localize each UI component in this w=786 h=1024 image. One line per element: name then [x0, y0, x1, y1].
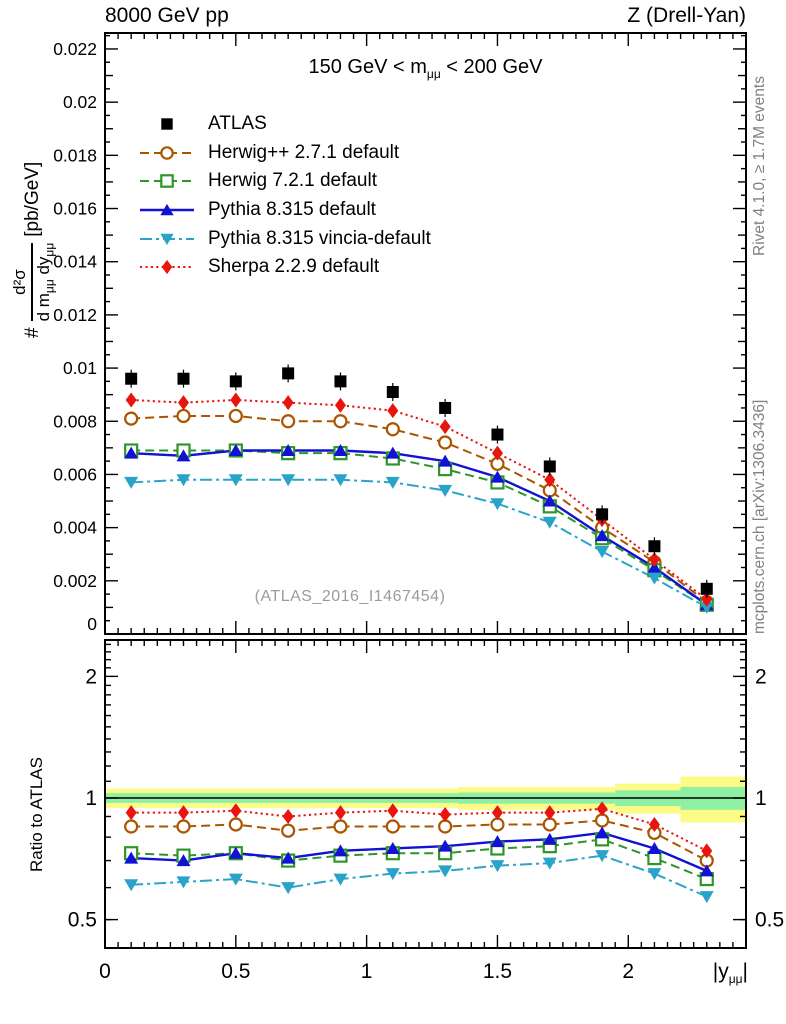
x-axis-title: |yμμ| [712, 960, 748, 987]
legend-item-sherpa-2-2-9-default: Sherpa 2.2.9 default [138, 253, 431, 282]
ratio-ytick-label-left: 0.5 [68, 909, 97, 932]
series-curve-herwig-7-2-1-default-main [131, 449, 708, 606]
main-ytick-label: 0.01 [63, 358, 97, 378]
axis-ticks [105, 33, 746, 948]
series-markers-herwig-7-2-1-default-ratio [124, 832, 714, 887]
series-markers-pythia-8-315-default-main [124, 444, 714, 611]
axis-tick-labels: 0 0.002 0.004 0.006 0.008 0.01 0.012 0.014 0.016… [53, 39, 784, 983]
main-ytick-label: 0.012 [53, 305, 97, 325]
legend-label: Herwig 7.2.1 default [208, 170, 377, 192]
ratio-uncertainty-bands [105, 776, 746, 823]
legend-label: Pythia 8.315 vincia-default [208, 227, 431, 249]
main-ytick-label: 0 [87, 614, 97, 634]
xtick-label: 1 [361, 960, 373, 983]
series-markers-pythia-8-315-vincia-default-main [124, 474, 714, 614]
main-ytick-label: 0.02 [63, 92, 97, 112]
legend-label: Pythia 8.315 default [208, 199, 376, 221]
series-markers-atlas-main [125, 364, 713, 598]
series-markers-sherpa-2-2-9-default-ratio [125, 801, 713, 859]
series-curve-herwig-7-2-1-default-ratio [131, 838, 708, 880]
main-ytick-label: 0.006 [53, 464, 97, 484]
series-markers-pythia-8-315-vincia-default-ratio [124, 850, 714, 904]
beam-energy-title: 8000 GeV pp [105, 4, 229, 27]
series-curve-sherpa-2-2-9-default-ratio [131, 807, 708, 852]
ylabel-prefix: # [22, 327, 44, 338]
legend-item-pythia-8-315-vincia-default: Pythia 8.315 vincia-default [138, 224, 431, 253]
series-markers-herwig-2-7-1-default-main [124, 408, 714, 610]
xtick-label: 1.5 [483, 960, 512, 983]
process-title: Z (Drell-Yan) [627, 4, 746, 27]
series-curve-sherpa-2-2-9-default-main [131, 398, 708, 601]
rivet-version-note: Rivet 4.1.0, ≥ 1.7M events [751, 76, 768, 256]
xtick-label: 0.5 [221, 960, 250, 983]
legend-marker-pythia-8-315-default-icon [140, 203, 194, 216]
main-ytick-label: 0.014 [53, 252, 97, 272]
main-ytick-label: 0.016 [53, 199, 97, 219]
legend-label: Sherpa 2.2.9 default [208, 256, 380, 278]
y-axis-title: # d²σ d mμμ dyμμ [pb/GeV] [10, 162, 57, 338]
legend-item-pythia-8-315-default: Pythia 8.315 default [138, 196, 431, 225]
ratio-ytick-label-right: 1 [755, 787, 767, 810]
series-curve-herwig-2-7-1-default-main [131, 414, 708, 603]
legend-marker-atlas-icon [161, 118, 173, 130]
legend-marker-herwig-2-7-1-default-icon [140, 146, 194, 160]
mass-range-subtitle: 150 GeV < mμμ < 200 GeV [308, 56, 543, 81]
ratio-ytick-label-left: 2 [85, 665, 97, 688]
legend-item-herwig-7-2-1-default: Herwig 7.2.1 default [138, 167, 431, 196]
ylabel-fraction: d²σ d mμμ dyμμ [10, 242, 56, 322]
ratio-ytick-label-right: 0.5 [755, 909, 784, 932]
main-ytick-label: 0.002 [53, 571, 97, 591]
series-curve-pythia-8-315-default-main [131, 449, 708, 606]
ratio-ytick-label-left: 1 [85, 787, 97, 810]
ratio-ytick-label-right: 2 [755, 665, 767, 688]
series-markers-herwig-7-2-1-default-main [124, 443, 714, 612]
legend-label: ATLAS [208, 113, 267, 135]
legend-marker-sherpa-2-2-9-default-icon [140, 260, 194, 275]
series-markers-herwig-2-7-1-default-ratio [124, 813, 714, 868]
ylabel-units: [pb/GeV] [22, 161, 44, 237]
legend-marker-herwig-7-2-1-default-icon [140, 174, 194, 189]
series-curve-herwig-2-7-1-default-ratio [131, 819, 708, 862]
main-ytick-label: 0.004 [53, 518, 97, 538]
xtick-label: 2 [622, 960, 634, 983]
xtick-label: 0 [99, 960, 111, 983]
series-curve-pythia-8-315-vincia-default-main [131, 478, 708, 609]
series-curve-pythia-8-315-vincia-default-ratio [131, 854, 708, 898]
legend-item-herwig-2-7-1-default: Herwig++ 2.7.1 default [138, 139, 431, 168]
legend: ATLAS Herwig++ 2.7.1 default Herwig 7.2.1 … [138, 110, 431, 282]
series-markers-sherpa-2-2-9-default-main [125, 392, 713, 607]
panel-frames [104, 32, 747, 949]
legend-marker-pythia-8-315-vincia-default-icon [140, 233, 194, 245]
legend-label: Herwig++ 2.7.1 default [208, 141, 400, 163]
legend-item-atlas: ATLAS [138, 110, 431, 139]
main-ytick-label: 0.018 [53, 145, 97, 165]
main-ytick-label: 0.022 [53, 39, 97, 59]
ratio-axis-title: Ratio to ATLAS [27, 757, 46, 872]
series-markers-pythia-8-315-default-ratio [124, 826, 714, 877]
series-curve-pythia-8-315-default-ratio [131, 831, 708, 873]
mcplots-arxiv-note: mcplots.cern.ch [arXiv:1306.3436] [751, 399, 768, 634]
analysis-id-watermark: (ATLAS_2016_I1467454) [254, 588, 446, 605]
main-ytick-label: 0.008 [53, 411, 97, 431]
